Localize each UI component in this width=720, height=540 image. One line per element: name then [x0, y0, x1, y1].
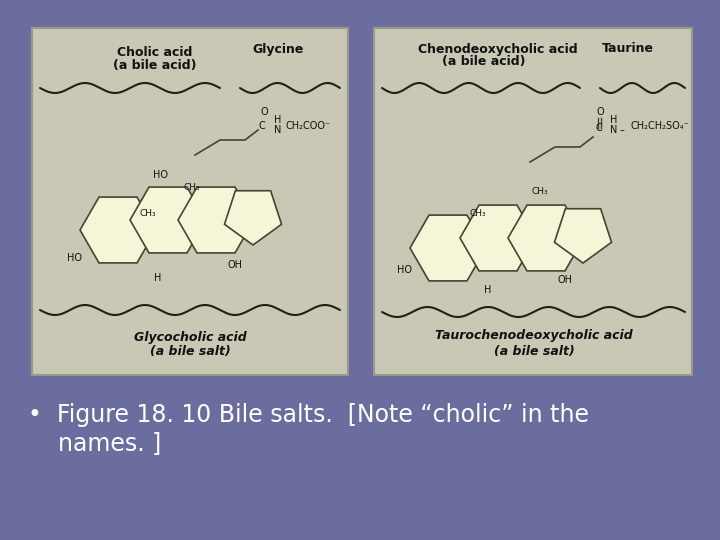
- Text: (a bile salt): (a bile salt): [150, 346, 230, 359]
- Text: H: H: [274, 115, 282, 125]
- Text: HO: HO: [153, 170, 168, 180]
- Text: CH₂CH₂SO₄⁻: CH₂CH₂SO₄⁻: [631, 121, 689, 131]
- Text: •  Figure 18. 10 Bile salts.  [Note “cholic” in the: • Figure 18. 10 Bile salts. [Note “choli…: [28, 403, 589, 427]
- Text: (a bile salt): (a bile salt): [494, 345, 575, 357]
- Text: HO: HO: [68, 253, 83, 263]
- Text: H: H: [611, 115, 618, 125]
- Polygon shape: [80, 197, 156, 263]
- Text: O: O: [596, 107, 604, 117]
- Text: CH₂COO⁻: CH₂COO⁻: [285, 121, 330, 131]
- Text: OH: OH: [228, 260, 243, 270]
- Text: –: –: [620, 125, 624, 135]
- Text: C: C: [595, 123, 603, 133]
- Text: N: N: [274, 125, 282, 135]
- Bar: [32, 28, 348, 375]
- Text: Taurine: Taurine: [602, 43, 654, 56]
- Text: Glycine: Glycine: [252, 43, 304, 56]
- Text: H: H: [154, 273, 162, 283]
- Text: CH₃: CH₃: [469, 208, 486, 218]
- Text: Cholic acid: Cholic acid: [117, 45, 193, 58]
- Text: names. ]: names. ]: [28, 431, 161, 455]
- Text: H: H: [485, 285, 492, 295]
- Text: N: N: [611, 125, 618, 135]
- Text: Chenodeoxycholic acid: Chenodeoxycholic acid: [418, 43, 578, 56]
- Text: CH₃: CH₃: [531, 187, 549, 197]
- Bar: [374, 28, 692, 375]
- Text: (a bile acid): (a bile acid): [442, 56, 526, 69]
- Polygon shape: [130, 187, 206, 253]
- Polygon shape: [508, 205, 584, 271]
- Text: Glycocholic acid: Glycocholic acid: [134, 330, 246, 343]
- Text: O: O: [260, 107, 268, 117]
- Text: CH₃: CH₃: [184, 184, 200, 192]
- Polygon shape: [554, 209, 611, 263]
- Polygon shape: [225, 191, 282, 245]
- Polygon shape: [460, 205, 536, 271]
- Text: (a bile acid): (a bile acid): [113, 58, 197, 71]
- Polygon shape: [178, 187, 254, 253]
- Polygon shape: [410, 215, 486, 281]
- Text: HO: HO: [397, 265, 413, 275]
- Text: Taurochenodeoxycholic acid: Taurochenodeoxycholic acid: [435, 329, 633, 342]
- Text: OH: OH: [557, 275, 572, 285]
- Text: C: C: [258, 121, 266, 131]
- Text: CH₃: CH₃: [140, 208, 156, 218]
